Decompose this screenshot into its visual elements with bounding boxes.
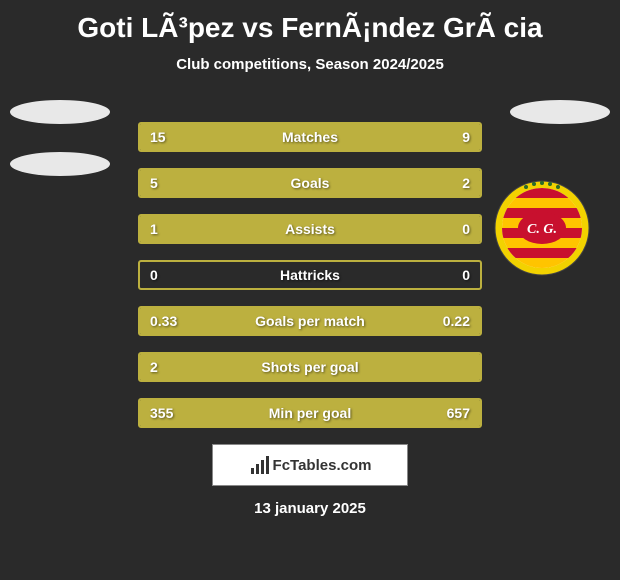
stat-label: Goals: [140, 170, 480, 196]
stat-row: 15Matches9: [138, 122, 482, 152]
stat-row: 0.33Goals per match0.22: [138, 306, 482, 336]
comparison-subtitle: Club competitions, Season 2024/2025: [0, 56, 620, 73]
stat-label: Min per goal: [140, 400, 480, 426]
footer-brand-box: FcTables.com: [212, 444, 408, 486]
club-badge: C. G.: [494, 180, 590, 276]
chart-icon: [249, 454, 271, 476]
stat-row: 0Hattricks0: [138, 260, 482, 290]
stat-value-right: 657: [447, 400, 470, 426]
stat-value-right: 2: [462, 170, 470, 196]
footer-brand-text: FcTables.com: [273, 457, 372, 474]
stats-container: 15Matches95Goals21Assists00Hattricks00.3…: [138, 122, 482, 444]
stat-row: 355Min per goal657: [138, 398, 482, 428]
player-right-silhouette: [510, 100, 610, 152]
stat-value-right: 0: [462, 262, 470, 288]
stat-label: Shots per goal: [140, 354, 480, 380]
silhouette-ellipse: [510, 100, 610, 124]
comparison-title: Goti LÃ³pez vs FernÃ¡ndez GrÃ cia: [0, 0, 620, 44]
stat-label: Hattricks: [140, 262, 480, 288]
silhouette-ellipse: [10, 152, 110, 176]
stat-row: 2Shots per goal: [138, 352, 482, 382]
stat-label: Goals per match: [140, 308, 480, 334]
stat-value-right: 0: [462, 216, 470, 242]
silhouette-ellipse: [10, 100, 110, 124]
stat-value-right: 9: [462, 124, 470, 150]
stat-row: 5Goals2: [138, 168, 482, 198]
player-left-silhouette: [10, 100, 110, 204]
svg-text:C. G.: C. G.: [527, 222, 557, 237]
stat-label: Matches: [140, 124, 480, 150]
stat-value-right: 0.22: [443, 308, 470, 334]
stat-row: 1Assists0: [138, 214, 482, 244]
stat-label: Assists: [140, 216, 480, 242]
date-text: 13 january 2025: [0, 500, 620, 517]
